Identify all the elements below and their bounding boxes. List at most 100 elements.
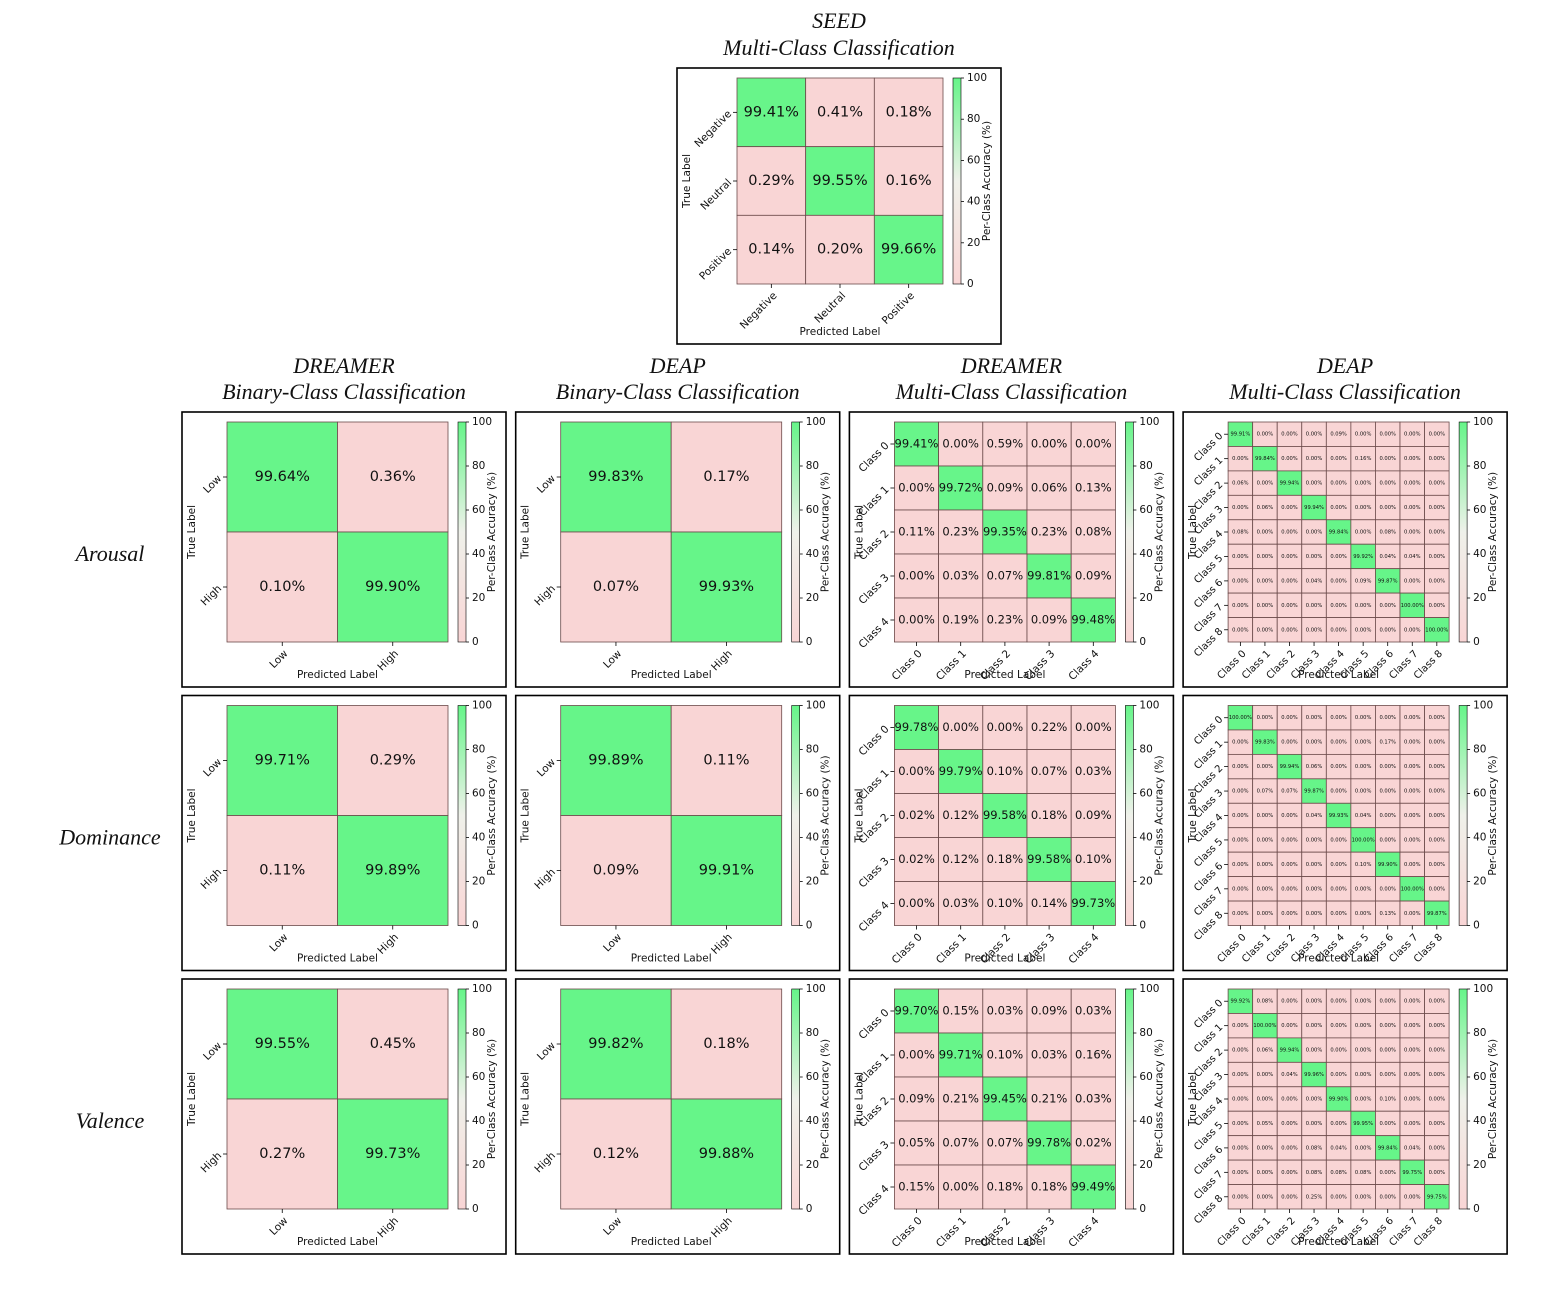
colorbar-tick-label: 60 [472, 788, 485, 800]
cell-value-label: 0.00% [1281, 432, 1298, 438]
matrix-cell [1399, 617, 1425, 643]
y-axis-label: True Label [681, 154, 693, 209]
x-axis-label: Predicted Label [1298, 953, 1379, 965]
x-tick-label: High [709, 648, 735, 674]
cell-value-label: 0.06% [1232, 481, 1249, 487]
colorbar-tick-label: 80 [472, 1027, 485, 1039]
matrix-cell [670, 421, 783, 533]
y-tick-label: Low [535, 1039, 558, 1062]
cell-value-label: 0.16% [1355, 456, 1372, 462]
matrix-cell [1424, 1086, 1450, 1112]
cell-value-label: 0.03% [1075, 1092, 1112, 1106]
cell-value-label: 0.00% [1281, 837, 1298, 843]
matrix-cell [938, 1032, 984, 1078]
matrix-cell [1252, 876, 1278, 902]
cell-value-label: 99.93% [1329, 813, 1349, 819]
cell-value-label: 0.00% [1355, 1023, 1372, 1029]
cell-value-label: 0.00% [1355, 715, 1372, 721]
cell-value-label: 0.07% [1031, 764, 1068, 778]
cell-value-label: 0.00% [1257, 481, 1274, 487]
matrix-cell [982, 988, 1028, 1034]
cell-value-label: 0.08% [1075, 525, 1112, 539]
cell-value-label: 0.00% [1429, 1097, 1446, 1103]
cell-value-label: 0.00% [898, 1048, 935, 1062]
cell-value-label: 0.00% [1429, 1170, 1446, 1176]
matrix-cell [894, 793, 940, 838]
cell-value-label: 0.00% [1404, 715, 1421, 721]
cell-value-label: 0.00% [1281, 862, 1298, 868]
cell-value-label: 0.02% [898, 852, 935, 866]
confusion-matrix-panel: 99.55% 0.45%0.27% 99.73%Low HighLowHighPred… [181, 978, 507, 1255]
colorbar-label: Per-Class Accuracy (%) [820, 472, 832, 592]
cell-value-label: 100.00% [1352, 837, 1375, 843]
colorbar-tick-label: 80 [1473, 744, 1486, 756]
matrix-cell [1026, 1164, 1072, 1210]
cell-value-label: 0.00% [1429, 999, 1446, 1005]
cell-value-label: 99.71% [255, 753, 310, 769]
colorbar [1458, 421, 1468, 643]
x-tick-label: Class 4 [1066, 648, 1101, 683]
cell-value-label: 99.78% [1027, 1136, 1071, 1150]
cell-value-label: 0.00% [1281, 999, 1298, 1005]
cell-value-label: 0.12% [942, 852, 979, 866]
cell-value-label: 0.00% [1306, 481, 1323, 487]
x-axis-label: Predicted Label [1298, 669, 1379, 681]
cell-value-label: 0.00% [1429, 862, 1446, 868]
cell-value-label: 99.91% [1230, 432, 1250, 438]
cell-value-label: 0.09% [1031, 613, 1068, 627]
y-axis-label: True Label [186, 789, 198, 844]
cell-value-label: 0.00% [1379, 505, 1396, 511]
matrix-cell [1252, 617, 1278, 643]
cell-value-label: 0.12% [942, 808, 979, 822]
cell-value-label: 0.00% [898, 764, 935, 778]
matrix-cell [226, 815, 338, 926]
cell-value-label: 0.21% [942, 1092, 979, 1106]
matrix-cell [1399, 1086, 1425, 1112]
panel-frame [181, 411, 507, 688]
cell-value-label: 99.58% [1027, 852, 1071, 866]
matrix-cell [938, 705, 984, 750]
colorbar-label: Per-Class Accuracy (%) [486, 755, 498, 875]
cell-value-label: 0.00% [1281, 627, 1298, 633]
matrix-cell [1276, 988, 1303, 1014]
cell-value-label: 0.00% [1355, 764, 1372, 770]
cell-value-label: 0.07% [593, 579, 639, 595]
colorbar [952, 77, 962, 285]
matrix-cell [1325, 802, 1352, 829]
cell-value-label: 0.00% [1232, 764, 1249, 770]
cell-value-label: 0.04% [1306, 813, 1323, 819]
matrix-cell [1375, 705, 1401, 731]
cell-value-label: 0.00% [1306, 715, 1323, 721]
panel-frame [181, 694, 507, 972]
cell-value-label: 0.00% [1330, 886, 1347, 892]
colorbar-tick-label: 100 [806, 416, 826, 428]
cell-value-label: 0.00% [1379, 1121, 1396, 1127]
y-axis-label: True Label [520, 1072, 532, 1127]
cell-value-label: 0.00% [1379, 456, 1396, 462]
cell-value-label: 0.00% [1429, 432, 1446, 438]
cell-value-label: 0.00% [1429, 813, 1446, 819]
cell-value-label: 0.00% [1232, 1023, 1249, 1029]
cell-value-label: 0.00% [1330, 764, 1347, 770]
cell-value-label: 0.00% [1257, 554, 1274, 560]
confusion-matrix-panel: 99.70% 0.15% 0.03% 0.09% 0.03%0.00% 99.71% 0.1… [848, 978, 1175, 1255]
y-axis-label: True Label [520, 789, 532, 844]
colorbar [1458, 705, 1468, 926]
matrix-cell [1424, 988, 1450, 1014]
matrix-cell [982, 1076, 1028, 1122]
cell-value-label: 0.00% [1330, 627, 1347, 633]
x-axis-label: Predicted Label [297, 669, 378, 681]
matrix-cell [1252, 568, 1278, 594]
x-tick-label: Class 4 [1066, 931, 1101, 966]
cell-value-label: 99.94% [1280, 481, 1300, 487]
matrix-cell [337, 815, 449, 926]
cell-value-label: 0.00% [1330, 505, 1347, 511]
matrix-cell [982, 1164, 1028, 1210]
cell-value-label: 99.93% [699, 579, 754, 595]
cell-value-label: 0.00% [1355, 627, 1372, 633]
cell-value-label: 0.04% [1281, 1072, 1298, 1078]
cell-value-label: 99.89% [365, 863, 420, 879]
matrix-cell [337, 1098, 449, 1210]
matrix-cell [1301, 753, 1327, 780]
cell-value-label: 99.88% [699, 1146, 754, 1162]
